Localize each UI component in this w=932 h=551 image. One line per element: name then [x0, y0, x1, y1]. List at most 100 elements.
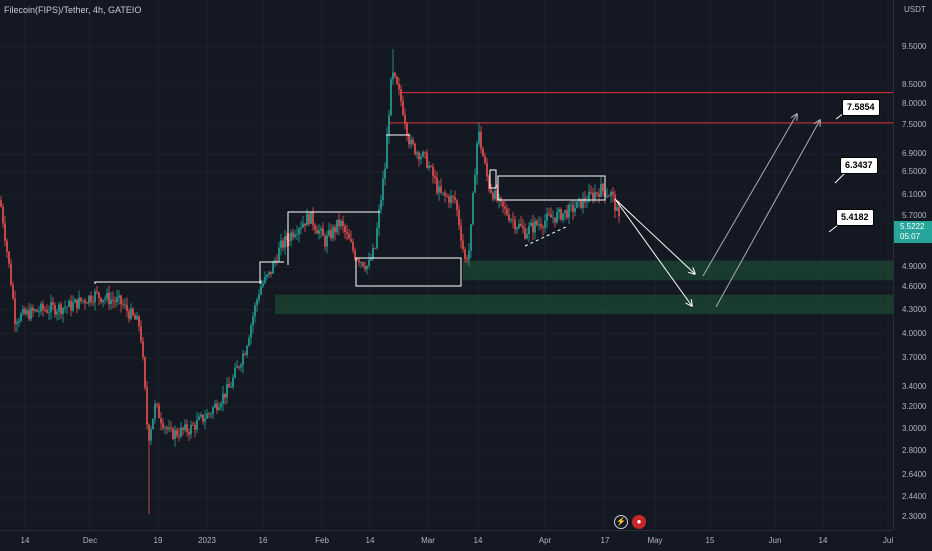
- candle-body: [200, 414, 202, 417]
- candle-body: [310, 211, 312, 224]
- candle-body: [564, 210, 566, 214]
- target-label-1: 7.5854: [842, 99, 880, 116]
- candle-body: [364, 266, 366, 270]
- candle-body: [158, 405, 160, 419]
- candle-body: [134, 315, 136, 320]
- candle-body: [496, 190, 498, 201]
- candle-body: [510, 219, 512, 221]
- candle-body: [586, 201, 588, 203]
- price-tick-label: 8.5000: [902, 80, 927, 89]
- candle-body: [386, 135, 388, 169]
- candle-body: [164, 427, 166, 429]
- candle-body: [502, 201, 504, 207]
- candle-body: [78, 297, 80, 309]
- candle-body: [344, 225, 346, 233]
- price-tick-label: 7.5000: [902, 120, 927, 129]
- bottom-toolbar: ⚡ ●: [614, 515, 646, 529]
- candle-body: [160, 418, 162, 424]
- candle-body: [76, 299, 78, 309]
- candle-body: [8, 251, 10, 264]
- candle-body: [260, 286, 262, 295]
- candle-body: [392, 72, 394, 80]
- candle-body: [520, 223, 522, 227]
- candle-body: [588, 191, 590, 202]
- candle-body: [396, 76, 398, 85]
- candle-body: [122, 304, 124, 306]
- candle-body: [236, 366, 238, 368]
- candle-body: [336, 219, 338, 233]
- candle-body: [570, 205, 572, 206]
- time-axis[interactable]: 14 Dec 19 2023 16 Feb 14 Mar 14 Apr 17 May 15 Jun 14 Ju…: [0, 530, 893, 551]
- structure-line-1: [94, 281, 262, 284]
- candle-body: [464, 249, 466, 260]
- candle-body: [340, 220, 342, 227]
- candle-body: [94, 291, 96, 303]
- candle-body: [194, 425, 196, 430]
- candle-body: [234, 367, 236, 378]
- candle-body: [338, 219, 340, 227]
- candle-body: [374, 247, 376, 249]
- candle-body: [12, 284, 14, 299]
- time-tick-label: 14: [20, 536, 30, 545]
- candle-body: [602, 183, 604, 192]
- candle-body: [290, 232, 292, 241]
- candle-body: [240, 364, 242, 368]
- candle-body: [358, 259, 360, 263]
- candle-body: [332, 227, 334, 239]
- candle-body: [22, 308, 24, 314]
- candle-body: [484, 156, 486, 163]
- candle-body: [474, 175, 476, 193]
- candle-body: [0, 200, 2, 207]
- support-zone-1: [463, 260, 893, 281]
- candle-body: [436, 177, 438, 193]
- candle-body: [56, 311, 58, 315]
- candle-body: [50, 302, 52, 312]
- price-tick-label: 6.1000: [902, 190, 927, 199]
- candle-body: [206, 413, 208, 419]
- candle-body: [526, 234, 528, 239]
- projection-arrow-4: [715, 120, 820, 308]
- candle-body: [30, 307, 32, 320]
- candle-body: [536, 220, 538, 225]
- candle-body: [408, 135, 410, 145]
- candle-body: [16, 322, 18, 325]
- candle-body: [304, 223, 306, 226]
- candle-body: [146, 387, 148, 425]
- candle-body: [284, 236, 286, 248]
- candle-body: [330, 229, 332, 239]
- candle-body: [196, 419, 198, 430]
- candle-body: [68, 301, 70, 307]
- candle-body: [448, 196, 450, 203]
- candle-body: [112, 299, 114, 301]
- candle-body: [180, 427, 182, 437]
- candle-body: [66, 306, 68, 308]
- candle-body: [552, 217, 554, 219]
- flag-icon[interactable]: ●: [632, 515, 646, 529]
- candle-body: [296, 234, 298, 235]
- price-axis[interactable]: USDT 9.5000 8.5000 8.0000 7.5000 6.9000 6.500…: [893, 0, 932, 530]
- candle-body: [328, 229, 330, 236]
- candle-body: [450, 196, 452, 203]
- candle-body: [524, 228, 526, 239]
- candle-body: [406, 123, 408, 136]
- candle-body: [80, 297, 82, 302]
- lightning-icon[interactable]: ⚡: [614, 515, 628, 529]
- candle-body: [400, 89, 402, 101]
- time-tick-label: 14: [473, 536, 483, 545]
- candle-body: [382, 178, 384, 200]
- candle-body: [352, 241, 354, 251]
- candle-body: [154, 403, 156, 419]
- candle-body: [226, 384, 228, 398]
- candle-body: [606, 196, 608, 198]
- candle-body: [72, 302, 74, 311]
- candle-body: [462, 240, 464, 250]
- candle-body: [282, 240, 284, 248]
- structure-line-2: [259, 261, 284, 284]
- candle-body: [202, 414, 204, 422]
- price-tick-label: 4.3000: [902, 305, 927, 314]
- candle-body: [434, 176, 436, 178]
- candle-body: [100, 297, 102, 303]
- candle-body: [390, 79, 392, 116]
- candle-body: [278, 247, 280, 262]
